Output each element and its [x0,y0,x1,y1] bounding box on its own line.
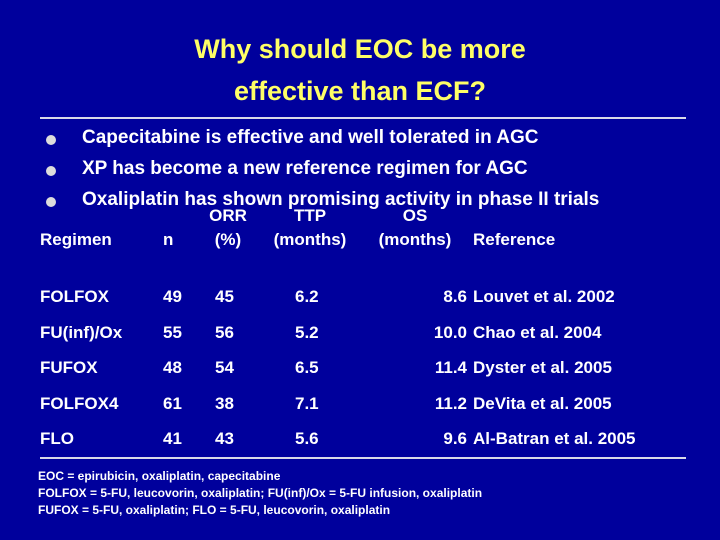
table-cell: 9.6 [443,429,467,448]
table-cell: Al-Batran et al. 2005 [473,429,636,448]
bullet-dot [46,135,56,145]
table-cell: 10.0 [433,322,467,342]
table-cell: FLO [40,429,74,448]
bullet-text: Oxaliplatin has shown promising activity… [82,189,600,210]
table-rule [40,457,686,459]
table-cell: 7.1 [295,393,319,413]
table-cell: 48 [163,358,182,377]
title-rule [40,117,686,119]
footnote: EOC = epirubicin, oxaliplatin, capecitab… [38,469,281,483]
table-cell: 8.6 [443,287,467,306]
table-cell: FUFOX [40,358,98,377]
table-cell: Louvet et al. 2002 [473,287,615,306]
bullet-text: Capecitabine is effective and well toler… [82,127,539,148]
table-cell: 6.2 [295,287,319,306]
column-header: TTP [293,206,327,225]
column-header: ORR [209,206,247,225]
table-cell: 45 [215,287,234,306]
table-cell: Dyster et al. 2005 [473,358,612,377]
footnote: FUFOX = 5-FU, oxaliplatin; FLO = 5-FU, l… [38,503,391,517]
title-line: effective than ECF? [233,76,487,106]
table-cell: FOLFOX [40,287,109,306]
column-header: (months) [378,230,452,249]
table-cell: 5.6 [295,429,319,448]
column-header: (months) [273,230,347,249]
table-cell: 43 [215,429,234,448]
bullet-dot [46,197,56,207]
bullet-text: XP has become a new reference regimen fo… [82,158,528,179]
table-cell: 11.4 [434,358,467,377]
footnote: FOLFOX = 5-FU, leucovorin, oxaliplatin; … [38,486,483,500]
table-cell: FU(inf)/Ox [40,322,123,342]
table-cell: 6.5 [295,358,319,377]
column-header: Regimen [40,230,112,249]
bullet-dot [46,166,56,176]
table-cell: Chao et al. 2004 [473,322,602,342]
table-cell: 5.2 [295,322,319,342]
table-cell: 49 [163,287,182,306]
column-header: n [163,230,174,249]
table-cell: 61 [163,393,182,413]
table-cell: 55 [163,322,182,342]
table-cell: 54 [215,358,234,377]
table-cell: FOLFOX4 [40,393,119,413]
table-cell: 11.2 [434,393,467,413]
title-line: Why should EOC be more [194,34,526,64]
column-header: Reference [473,230,556,249]
table-cell: 38 [215,393,234,413]
table-cell: 56 [215,322,234,342]
column-header: (%) [214,230,242,249]
column-header: OS [402,206,428,225]
table-cell: DeVita et al. 2005 [473,393,612,413]
table-cell: 41 [163,429,182,448]
